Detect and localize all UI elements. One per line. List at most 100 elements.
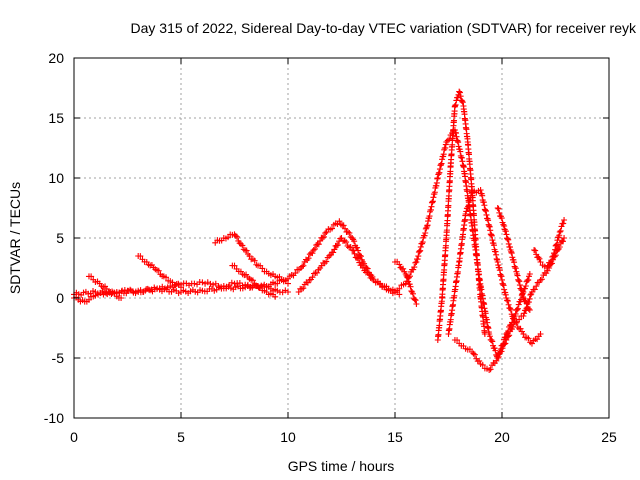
data-point-fill: [415, 253, 422, 260]
axis-ticks: [73, 57, 610, 419]
data-point-fill: [354, 244, 361, 251]
data-point-fill: [415, 249, 422, 256]
data-point-fill: [140, 288, 147, 295]
data-point-fill: [351, 250, 358, 257]
data-point-fill: [374, 278, 381, 285]
data-point-fill: [454, 94, 461, 101]
data-point-fill: [257, 283, 264, 290]
data-point-fill: [487, 366, 494, 373]
data-point-fill: [119, 287, 126, 294]
data-point-fill: [155, 267, 162, 274]
data-point-fill: [412, 297, 419, 304]
data-point-fill: [411, 296, 418, 303]
chart-title: Day 315 of 2022, Sidereal Day-to-day VTE…: [131, 20, 637, 36]
data-point: [124, 287, 131, 294]
data-point-fill: [305, 255, 312, 262]
y-tick-label: 5: [56, 230, 64, 246]
data-point-fill: [497, 349, 504, 356]
data-point: [561, 235, 568, 241]
data-point: [456, 88, 463, 95]
data-point-fill: [313, 242, 320, 249]
data-point: [199, 279, 206, 286]
data-point: [520, 331, 527, 337]
data-point-fill: [467, 194, 474, 201]
data-point-fill: [459, 99, 466, 106]
data-point-fill: [536, 255, 543, 262]
data-point-fill: [414, 256, 421, 263]
data-point-fill: [409, 290, 416, 297]
data-point-fill: [463, 208, 470, 215]
data-point-fill: [526, 295, 533, 302]
data-point-fill: [500, 340, 507, 347]
data-point-fill: [457, 93, 464, 100]
data-point-fill: [355, 255, 362, 262]
y-tick-label: -10: [44, 410, 64, 426]
data-point-fill: [346, 229, 353, 236]
data-point-fill: [299, 263, 306, 270]
data-point-fill: [343, 239, 350, 246]
data-point: [443, 139, 450, 145]
data-point-fill: [103, 285, 110, 292]
data-point-fill: [342, 225, 349, 232]
data-point-fill: [516, 278, 523, 285]
data-point-fill: [416, 248, 423, 255]
data-point-fill: [351, 238, 358, 245]
data-point-fill: [493, 357, 500, 364]
data-point-fill: [488, 337, 495, 344]
data-point: [246, 253, 253, 259]
data-point-fill: [505, 328, 512, 335]
data-point-fill: [163, 274, 170, 281]
data-point-fill: [521, 310, 528, 317]
data-point-fill: [331, 246, 338, 253]
data-point-fill: [518, 287, 525, 294]
data-point-fill: [544, 267, 551, 274]
data-point-fill: [525, 276, 532, 283]
x-tick-label: 15: [387, 429, 403, 445]
data-point: [413, 301, 420, 307]
data-point-fill: [358, 262, 365, 269]
x-tick-label: 10: [280, 429, 296, 445]
data-point: [494, 355, 501, 361]
data-point-fill: [247, 283, 254, 290]
data-point-fill: [239, 282, 246, 289]
data-point-fill: [337, 221, 344, 228]
data-point: [451, 103, 458, 109]
y-axis-label: SDTVAR / TECUs: [7, 182, 23, 294]
data-point-fill: [421, 232, 428, 239]
data-point-fill: [207, 280, 214, 287]
data-point-fill: [503, 231, 510, 238]
data-point-fill: [549, 253, 556, 260]
data-point-fill: [531, 286, 538, 293]
data-point-fill: [506, 244, 513, 251]
data-point-fill: [517, 325, 524, 332]
data-point-fill: [556, 232, 563, 239]
data-point-fill: [100, 291, 107, 298]
data-point-fill: [551, 250, 558, 257]
data-point-fill: [151, 284, 158, 291]
data-point: [178, 284, 184, 291]
data-point-fill: [548, 258, 555, 265]
data-point-fill: [512, 265, 519, 272]
data-point-fill: [504, 297, 511, 304]
data-point: [274, 287, 281, 294]
data-point-fill: [557, 227, 564, 234]
data-point-fill: [479, 361, 486, 368]
data-point-fill: [523, 299, 530, 306]
data-point-fill: [249, 277, 256, 284]
data-point-fill: [381, 283, 388, 290]
data-point: [537, 331, 544, 337]
data-point: [501, 223, 508, 229]
data-point-fill: [330, 249, 337, 256]
data-point-fill: [476, 357, 483, 364]
data-point-fill: [559, 238, 566, 245]
data-point: [531, 247, 538, 253]
data-point-fill: [519, 293, 526, 300]
data-point-fill: [300, 262, 307, 269]
data-point-fill: [396, 285, 403, 292]
data-point-fill: [514, 305, 521, 312]
data-point-fill: [366, 271, 373, 278]
x-tick-label: 0: [70, 429, 78, 445]
data-point-fill: [329, 225, 336, 232]
data-point-fill: [532, 247, 539, 254]
data-point: [462, 211, 469, 217]
